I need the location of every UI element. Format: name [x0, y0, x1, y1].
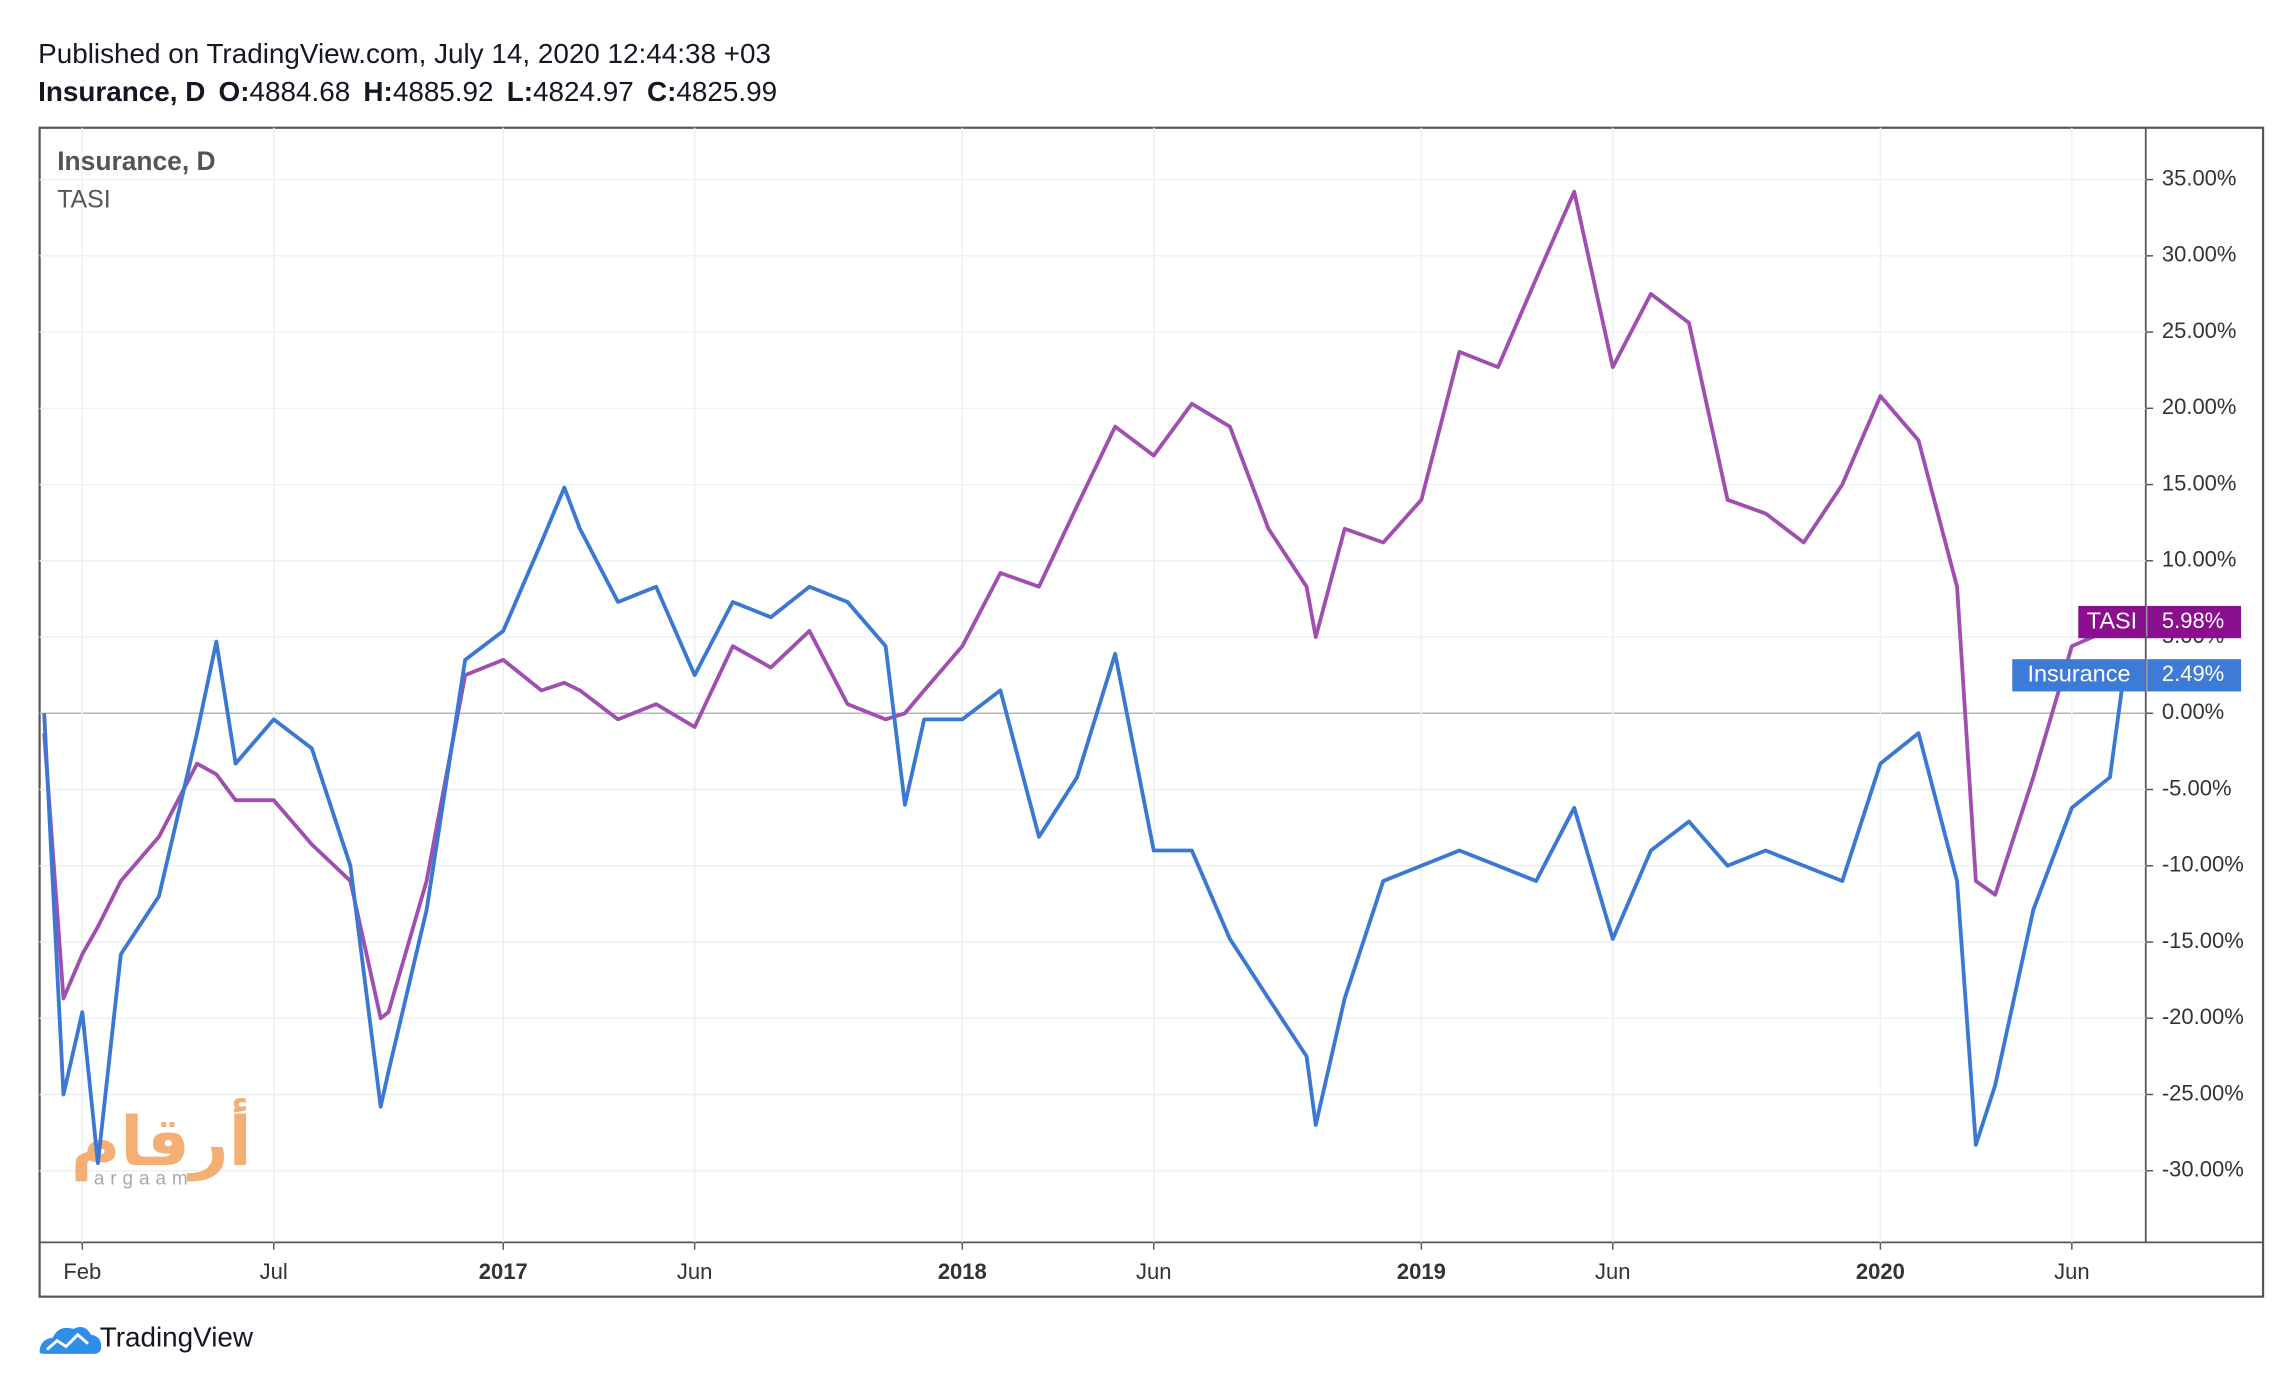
last-value-badges: TASI 5.98% Insurance 2.49%: [2012, 605, 2242, 692]
legend-main: Insurance, D: [57, 146, 215, 176]
ohlc-line: Insurance, D O:4884.68 H:4885.92 L:4824.97 C…: [38, 76, 777, 107]
y-tick-label: 30.00%: [2162, 242, 2237, 267]
badge-value-bg: [2147, 659, 2242, 692]
badge-name-bg: [2078, 605, 2146, 639]
ohlc-part: Insurance, D: [38, 76, 205, 107]
y-tick-label: 15.00%: [2162, 470, 2237, 495]
x-tick-label: Jul: [260, 1259, 288, 1284]
badge-name-bg: [2012, 659, 2146, 692]
x-tick-label: Jun: [677, 1259, 712, 1284]
y-tick-label: -15.00%: [2162, 928, 2244, 953]
y-tick-label: 35.00%: [2162, 165, 2237, 190]
ohlc-part: 4885.92: [393, 76, 494, 107]
grid: -30.00% -25.00% -20.00% -15.00% -10.00% -5.00…: [39, 127, 2244, 1284]
y-tick-label: 25.00%: [2162, 318, 2237, 343]
y-tick-label: -25.00%: [2162, 1080, 2244, 1105]
x-tick-label: 2018: [938, 1259, 987, 1284]
y-tick-label: -30.00%: [2162, 1157, 2244, 1182]
x-tick-label: Jun: [1595, 1259, 1630, 1284]
ohlc-text: Insurance, D O:4884.68 H:4885.92 L:4824.97 C…: [38, 76, 777, 107]
footer-logo: TradingView: [39, 1322, 254, 1354]
y-tick-label: 10.00%: [2162, 547, 2237, 572]
x-tick-label: 2019: [1397, 1259, 1446, 1284]
series-line: [42, 485, 2126, 1166]
legend-compare: TASI: [57, 186, 111, 214]
badge-value-bg: [2147, 605, 2242, 639]
watermark: أرقام argaam: [71, 1098, 252, 1189]
badge-name: TASI: [2087, 607, 2137, 633]
ohlc-part: 4824.97: [533, 76, 634, 107]
ohlc-part: 4884.68: [250, 76, 351, 107]
logo-wave: [45, 1332, 89, 1351]
ohlc-part: C:: [647, 76, 676, 107]
x-tick-label: Jun: [2054, 1259, 2089, 1284]
y-tick-label: -10.00%: [2162, 852, 2244, 877]
footer-brand: TradingView: [100, 1322, 254, 1353]
y-tick-label: 20.00%: [2162, 394, 2237, 419]
ohlc-part: H:: [363, 76, 392, 107]
y-tick-label: -5.00%: [2162, 775, 2232, 800]
chart-frame: [38, 126, 2265, 1298]
series-lines: [42, 189, 2126, 1166]
y-tick-label: 0.00%: [2162, 699, 2224, 724]
ohlc-part: O:: [219, 76, 250, 107]
badge-value: 5.98%: [2162, 608, 2224, 633]
series-line: [42, 189, 2125, 1021]
y-tick-label: -20.00%: [2162, 1004, 2244, 1029]
ohlc-part: 4825.99: [676, 76, 777, 107]
badge-name: Insurance: [2028, 661, 2131, 687]
x-tick-label: 2020: [1856, 1259, 1905, 1284]
published-line: Published on TradingView.com, July 14, 2…: [38, 38, 771, 69]
x-tick-label: Jun: [1136, 1259, 1171, 1284]
badge-value: 2.49%: [2162, 661, 2224, 686]
ohlc-part: L:: [507, 76, 533, 107]
watermark-latin: argaam: [94, 1168, 194, 1189]
x-tick-label: 2017: [479, 1259, 528, 1284]
x-tick-label: Feb: [63, 1259, 101, 1284]
